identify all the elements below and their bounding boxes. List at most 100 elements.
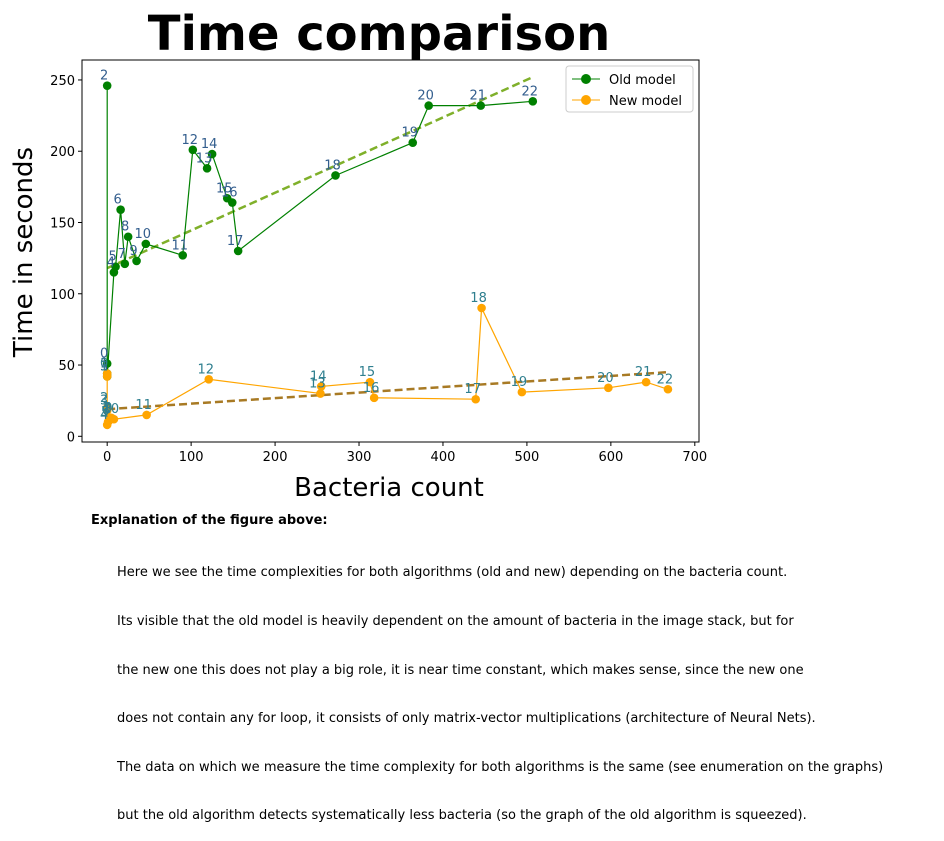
old-model-data-point — [120, 259, 130, 269]
old-model-point-label: 18 — [324, 158, 341, 173]
new-model-data-point — [517, 387, 527, 397]
new-model-point-label: 17 — [464, 382, 481, 397]
new-model-data-point — [471, 394, 481, 404]
y-tick-label: 200 — [50, 145, 75, 160]
old-model-point-label: 19 — [401, 126, 418, 141]
y-tick-label: 100 — [50, 288, 75, 303]
old-model-point-label: 15 — [216, 181, 233, 196]
new-model-point-label: 19 — [511, 375, 528, 390]
new-model-point-label: 15 — [359, 365, 376, 380]
legend-new-model-label: New model — [609, 94, 682, 109]
time-comparison-chart: Time comparison 0 100 200 300 400 500 600 70005… — [9, 6, 707, 503]
old-model-point-label: 13 — [196, 151, 213, 166]
legend-old-model-marker — [581, 74, 591, 84]
y-axis-label: Time in seconds — [9, 147, 39, 358]
old-model-point-label: 8 — [121, 220, 129, 235]
old-model-data-point — [132, 256, 141, 266]
old-model-point-label: 22 — [522, 84, 539, 99]
new-model-trendline — [107, 370, 669, 411]
old-model-point-label: 0 — [100, 347, 108, 362]
new-model-point-label: 8 — [103, 402, 111, 417]
old-model-data-point — [207, 149, 217, 159]
old-model-data-point — [528, 97, 538, 106]
new-model-data-point — [369, 393, 379, 403]
new-model-data-point — [316, 382, 326, 391]
new-model-data-point — [204, 374, 214, 384]
chart-title: Time comparison — [148, 6, 611, 62]
x-axis-label: Bacteria count — [294, 473, 484, 503]
new-model-point-label: 11 — [135, 398, 152, 413]
new-model-point-label: 20 — [597, 371, 614, 386]
old-model-point-label: 16 — [221, 186, 238, 201]
new-model-data-point — [109, 414, 119, 424]
old-model-data-point — [331, 171, 340, 180]
new-model-series-line — [106, 305, 669, 426]
old-model-series-line — [106, 85, 533, 377]
old-model-data-point — [111, 262, 120, 271]
x-tick-label: 400 — [431, 450, 456, 465]
legend-new-model-marker — [581, 95, 591, 105]
y-tick-label: 150 — [50, 216, 75, 231]
x-tick-label: 300 — [347, 450, 372, 465]
explanation-line: but the old algorithm detects systematic… — [117, 808, 807, 824]
new-model-data-point — [365, 377, 375, 387]
old-model-point-label: 11 — [171, 238, 188, 253]
trendlines — [106, 75, 669, 411]
old-model-point-label: 14 — [201, 137, 218, 152]
new-model-data-point — [604, 383, 613, 393]
old-model-data-point — [476, 101, 486, 110]
explanation-line: the new one this does not play a big rol… — [117, 662, 804, 678]
old-model-data-point — [116, 205, 125, 214]
new-model-data-point — [102, 372, 112, 381]
old-model-point-label: 6 — [113, 193, 121, 208]
old-model-point-label: 3 — [100, 359, 108, 374]
old-model-trendline — [106, 75, 534, 270]
x-tick-label: 500 — [514, 450, 539, 465]
new-model-point-label: 1 — [100, 359, 108, 374]
old-model-data-point — [227, 198, 237, 207]
new-model-point-label: 3 — [100, 394, 108, 409]
new-model-point-label: 2 — [100, 391, 108, 406]
new-model-data-point — [102, 406, 112, 415]
plot-area-frame — [81, 59, 700, 443]
new-model-data-point — [663, 384, 673, 394]
old-model-point-label: 12 — [182, 133, 199, 148]
new-model-point-label: 0 — [100, 357, 108, 372]
old-model-data-point — [178, 250, 188, 260]
y-tick-label: 50 — [58, 359, 75, 374]
legend-old-model-label: Old model — [609, 73, 676, 88]
x-tick-label: 200 — [263, 450, 288, 465]
legend: Old model New model — [565, 65, 694, 113]
explanation-line: Here we see the time complexities for bo… — [117, 565, 788, 581]
new-model-point-label: 9 — [104, 401, 112, 416]
old-model-data-point — [233, 246, 243, 256]
series-layer — [102, 81, 673, 430]
new-model-point-label: 6 — [102, 404, 110, 419]
new-model-point-label: 12 — [197, 362, 214, 377]
old-model-point-label: 9 — [129, 244, 137, 259]
old-model-data-point — [188, 145, 198, 155]
x-tick-label: 100 — [179, 450, 204, 465]
x-tick-label: 0 — [103, 450, 111, 465]
old-model-data-point — [408, 138, 418, 147]
explanation-line: Its visible that the old model is heavil… — [117, 614, 794, 630]
old-model-data-point — [102, 359, 112, 368]
old-model-point-label: 4 — [107, 255, 115, 270]
explanation-line: does not contain any for loop, it consis… — [117, 711, 816, 727]
old-model-point-label: 7 — [118, 247, 126, 262]
new-model-point-label: 13 — [309, 377, 326, 392]
new-model-data-point — [641, 377, 651, 387]
explanation-line: The data on which we measure the time co… — [117, 759, 884, 775]
y-tick-label: 0 — [67, 430, 75, 445]
new-model-point-label: 22 — [657, 372, 674, 387]
new-model-point-label: 16 — [363, 381, 380, 396]
explanation-title: Explanation of the figure above: — [91, 513, 328, 528]
new-model-point-label: 4 — [100, 408, 108, 423]
old-model-data-point — [102, 81, 112, 90]
old-model-point-label: 21 — [469, 89, 486, 104]
new-model-data-point — [142, 410, 151, 420]
old-model-point-label: 10 — [135, 227, 152, 242]
new-model-data-point — [316, 389, 325, 398]
